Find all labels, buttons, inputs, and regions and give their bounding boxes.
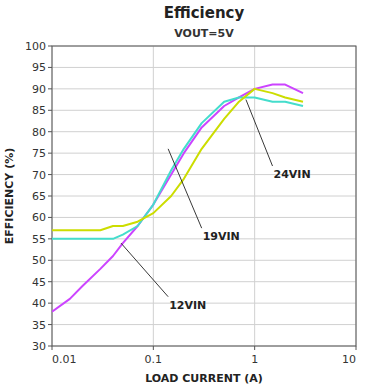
annotation-leader	[168, 149, 202, 228]
tick-y	[48, 46, 52, 47]
tick-y	[48, 303, 52, 304]
tick-y	[48, 67, 52, 68]
tick-y	[48, 153, 52, 154]
tick-x	[52, 346, 53, 350]
lines	[52, 85, 303, 312]
ticks: 30 35 40 45 50 55 60 65 70 75 80 85 90 95 100 0.01 0.1 1 1…	[25, 40, 356, 366]
tick-label-y: 65	[32, 190, 46, 203]
grid-line-y	[52, 324, 356, 325]
series-line	[52, 85, 303, 312]
annotation-text: 12VIN	[169, 299, 206, 312]
tick-y	[48, 238, 52, 239]
grid-line-y	[52, 217, 356, 218]
tick-label-y: 60	[32, 211, 46, 224]
grid-line-y	[52, 196, 356, 197]
tick-label-y: 100	[25, 40, 46, 53]
tick-y	[48, 196, 52, 197]
tick-label-y: 45	[32, 276, 46, 289]
annotation-text: 19VIN	[203, 230, 240, 243]
tick-label-x: 1	[251, 353, 258, 366]
grid-line-x	[254, 46, 255, 346]
tick-label-y: 75	[32, 147, 46, 160]
grid-line-y	[52, 88, 356, 89]
chart: 30 35 40 45 50 55 60 65 70 75 80 85 90 95 100 0.01 0.1 1 1…	[0, 0, 367, 392]
tick-label-x: 0.01	[52, 353, 77, 366]
tick-y	[48, 174, 52, 175]
y-axis-label: EFFICIENCY (%)	[3, 148, 16, 244]
tick-y	[48, 217, 52, 218]
tick-y	[48, 260, 52, 261]
annotation-text: 24VIN	[274, 168, 311, 181]
annotation-leader	[121, 243, 168, 297]
tick-y	[48, 281, 52, 282]
grid-line-y	[52, 110, 356, 111]
series-line	[52, 89, 303, 230]
grid-line-y	[52, 153, 356, 154]
tick-y	[48, 324, 52, 325]
annotations: 12VIN 19VIN 24VIN	[169, 168, 310, 312]
tick-label-y: 70	[32, 169, 46, 182]
x-axis-label: LOAD CURRENT (A)	[145, 372, 263, 385]
tick-label-x: 10	[342, 353, 356, 366]
tick-label-y: 80	[32, 126, 46, 139]
grid-line-x	[153, 46, 154, 346]
annotation-leader	[246, 100, 273, 166]
subtitle: VOUT=5V	[174, 27, 234, 40]
tick-label-y: 90	[32, 83, 46, 96]
tick-label-y: 95	[32, 61, 46, 74]
annotation-lines	[121, 100, 272, 297]
tick-label-y: 50	[32, 254, 46, 267]
title: Efficiency	[164, 4, 245, 22]
tick-y	[48, 131, 52, 132]
tick-label-y: 40	[32, 297, 46, 310]
tick-x	[153, 346, 154, 350]
tick-label-y: 35	[32, 319, 46, 332]
grid	[52, 46, 356, 346]
grid-line-y	[52, 67, 356, 68]
plot-frame	[52, 46, 356, 346]
tick-label-y: 30	[32, 340, 46, 353]
tick-x	[356, 346, 357, 350]
tick-y	[48, 88, 52, 89]
tick-label-y: 85	[32, 104, 46, 117]
tick-y	[48, 346, 52, 347]
tick-label-y: 55	[32, 233, 46, 246]
tick-label-x: 0.1	[145, 353, 163, 366]
tick-y	[48, 110, 52, 111]
grid-line-y	[52, 131, 356, 132]
grid-line-y	[52, 260, 356, 261]
grid-line-y	[52, 281, 356, 282]
tick-x	[254, 346, 255, 350]
series-line	[52, 97, 303, 238]
